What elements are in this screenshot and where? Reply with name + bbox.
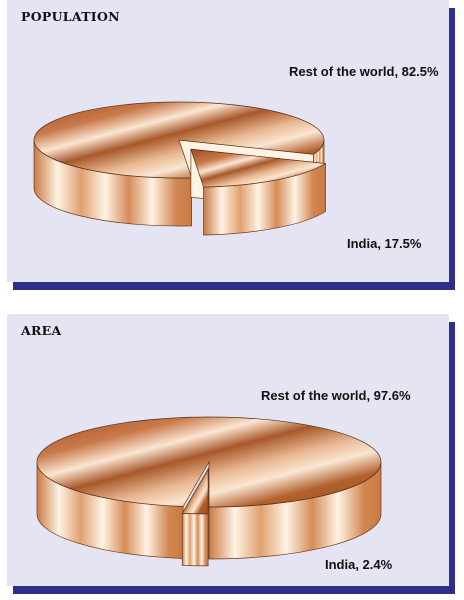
population-panel: POPULATION Rest of the world, 82.5% India… [7,0,449,282]
population-pie-chart: Rest of the world, 82.5% India, 17.5% [33,64,439,251]
rest-of-world-label: Rest of the world, 97.6% [261,388,411,403]
india-slice-side [181,513,209,567]
area-panel: AREA Rest of the world, 97.6% India, 2.4% [7,314,449,586]
area-title: AREA [21,323,62,338]
area-pie-chart: Rest of the world, 97.6% India, 2.4% [36,388,411,572]
india-slice [190,148,327,188]
india-slice [181,467,209,515]
rest-of-world-slice [36,416,382,508]
rest-of-world-label: Rest of the world, 82.5% [289,64,439,79]
rest-of-world-slice [33,101,325,179]
india-label: India, 17.5% [347,236,422,251]
population-title: POPULATION [21,9,120,24]
india-label: India, 2.4% [325,557,393,572]
